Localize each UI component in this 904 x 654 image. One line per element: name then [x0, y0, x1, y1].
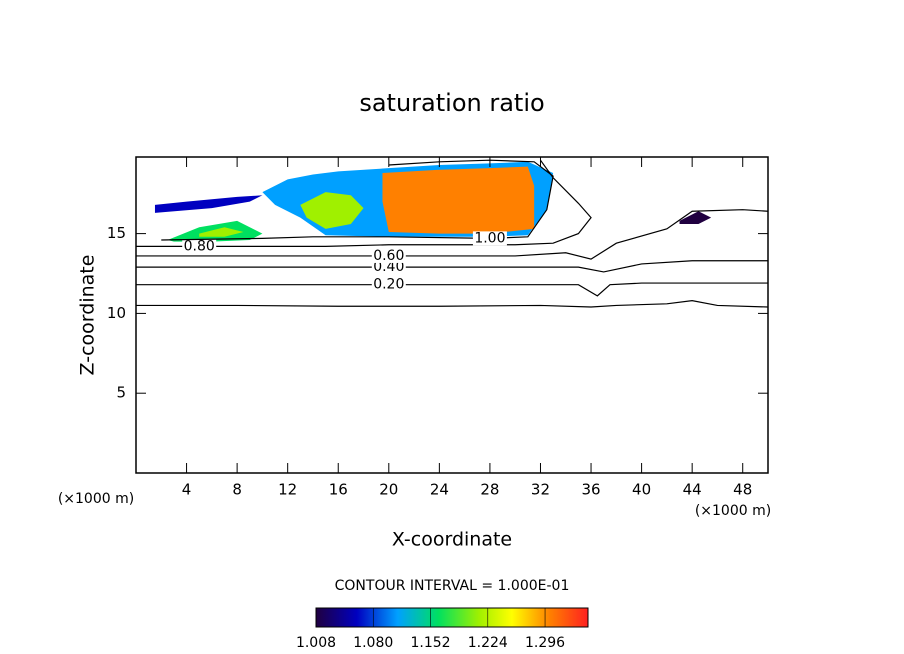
y-unit: (×1000 m): [58, 491, 134, 507]
x-tick-label: 16: [329, 481, 348, 499]
contour-line: [136, 282, 768, 297]
contour-line: [136, 300, 769, 308]
x-tick-label: 32: [531, 481, 550, 499]
x-tick-label: 28: [480, 481, 499, 499]
chart-title: saturation ratio: [359, 89, 544, 117]
plot-frame: [135, 156, 769, 474]
x-tick-label: 36: [581, 481, 600, 499]
contour-line: [136, 260, 768, 273]
x-unit: (×1000 m): [695, 503, 771, 519]
y-tick-label: 10: [107, 304, 126, 322]
x-tick-label: 44: [683, 481, 702, 499]
colorbar-tick-label: 1.008: [296, 635, 336, 651]
contour-interval: CONTOUR INTERVAL = 1.000E-01: [335, 578, 570, 594]
contour-label: 1.00: [474, 230, 505, 246]
contour-label: 0.80: [184, 238, 215, 254]
y-tick-label: 5: [116, 384, 126, 402]
contour-line: [161, 159, 554, 241]
x-tick-label: 4: [182, 481, 192, 499]
x-tick-label: 24: [430, 481, 449, 499]
contour-label-bg: [182, 239, 217, 254]
contour-line: [136, 209, 769, 260]
contour-label: 0.60: [373, 248, 404, 264]
contour-label-bg: [472, 231, 507, 246]
contour-line: [136, 159, 592, 247]
contour-label-bg: [371, 260, 406, 275]
filled-region: [679, 211, 712, 225]
colorbar: [315, 607, 589, 628]
y-axis-label: Z-coordinate: [77, 255, 99, 376]
contour-label-bg: [371, 277, 406, 292]
filled-region: [199, 227, 244, 237]
colorbar-tick-label: 1.296: [525, 635, 565, 651]
colorbar-tick-label: 1.224: [468, 635, 508, 651]
filled-region: [300, 192, 364, 229]
colorbar-tick-label: 1.080: [353, 635, 393, 651]
contour-label: 0.40: [373, 259, 404, 275]
contour-label: 0.20: [373, 277, 404, 293]
x-tick-label: 12: [278, 481, 297, 499]
x-tick-label: 40: [632, 481, 651, 499]
x-tick-label: 8: [232, 481, 242, 499]
x-tick-label: 48: [733, 481, 752, 499]
x-tick-label: 20: [379, 481, 398, 499]
colorbar-tick-label: 1.152: [410, 635, 450, 651]
filled-region: [382, 166, 535, 234]
filled-region: [154, 195, 263, 213]
y-tick-label: 15: [107, 224, 126, 242]
x-axis-label: X-coordinate: [392, 529, 512, 551]
contour-label-bg: [371, 248, 406, 263]
